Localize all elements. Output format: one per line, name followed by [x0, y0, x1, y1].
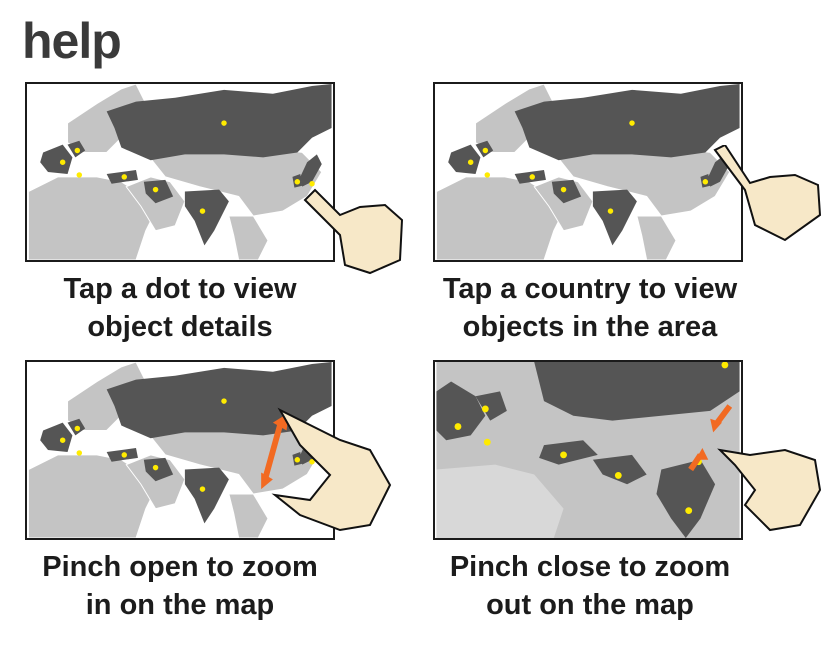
map-dot[interactable] [199, 208, 206, 214]
map-dot[interactable] [221, 398, 227, 404]
map-dot[interactable] [614, 472, 622, 479]
map-dot[interactable] [121, 452, 128, 458]
panel-tap-country [433, 82, 743, 262]
map-dot[interactable] [560, 451, 567, 459]
map-dot[interactable] [221, 120, 227, 126]
map-dot[interactable] [309, 458, 315, 465]
map-dot[interactable] [685, 507, 693, 515]
map-dot[interactable] [467, 159, 474, 165]
map-dot[interactable] [529, 174, 536, 180]
map-dot[interactable] [607, 208, 614, 214]
map-dot[interactable] [152, 186, 159, 193]
caption-pinch-open: Pinch open to zoom in on the map [42, 551, 318, 621]
map-dot[interactable] [294, 457, 301, 463]
panel-tap-dot [25, 82, 335, 262]
map-dot[interactable] [702, 179, 709, 185]
map-dot[interactable] [294, 179, 301, 185]
panel-pinch-open [25, 360, 335, 540]
map-dot[interactable] [199, 486, 206, 492]
map-pinch-close [436, 362, 740, 538]
map-dot[interactable] [481, 405, 489, 413]
map-tap-dot [27, 84, 333, 260]
map-pinch-open [27, 362, 333, 538]
page-title: help [22, 13, 122, 69]
map-dot[interactable] [74, 425, 81, 432]
map-dot[interactable] [483, 438, 491, 446]
map-dot[interactable] [560, 186, 567, 193]
map-dot[interactable] [721, 362, 729, 369]
map-dot[interactable] [76, 172, 83, 178]
map-dot[interactable] [59, 159, 66, 165]
zoom-out-arrow-icon [688, 404, 733, 472]
caption-tap-country: Tap a country to view objects in the are… [442, 273, 738, 343]
panel-pinch-close [433, 360, 743, 540]
map-dot[interactable] [629, 120, 635, 126]
caption-tap-dot: Tap a dot to view object details [63, 273, 297, 343]
map-dot[interactable] [59, 437, 66, 443]
caption-pinch-close: Pinch close to zoom out on the map [449, 551, 731, 621]
map-dot[interactable] [454, 423, 462, 430]
map-tap-country [435, 84, 741, 260]
map-dot[interactable] [309, 180, 315, 187]
map-dot[interactable] [152, 464, 159, 471]
map-dot[interactable] [484, 172, 491, 178]
map-dot[interactable] [76, 450, 83, 456]
map-dot[interactable] [121, 174, 128, 180]
map-dot[interactable] [74, 147, 81, 154]
map-dot[interactable] [482, 147, 489, 154]
